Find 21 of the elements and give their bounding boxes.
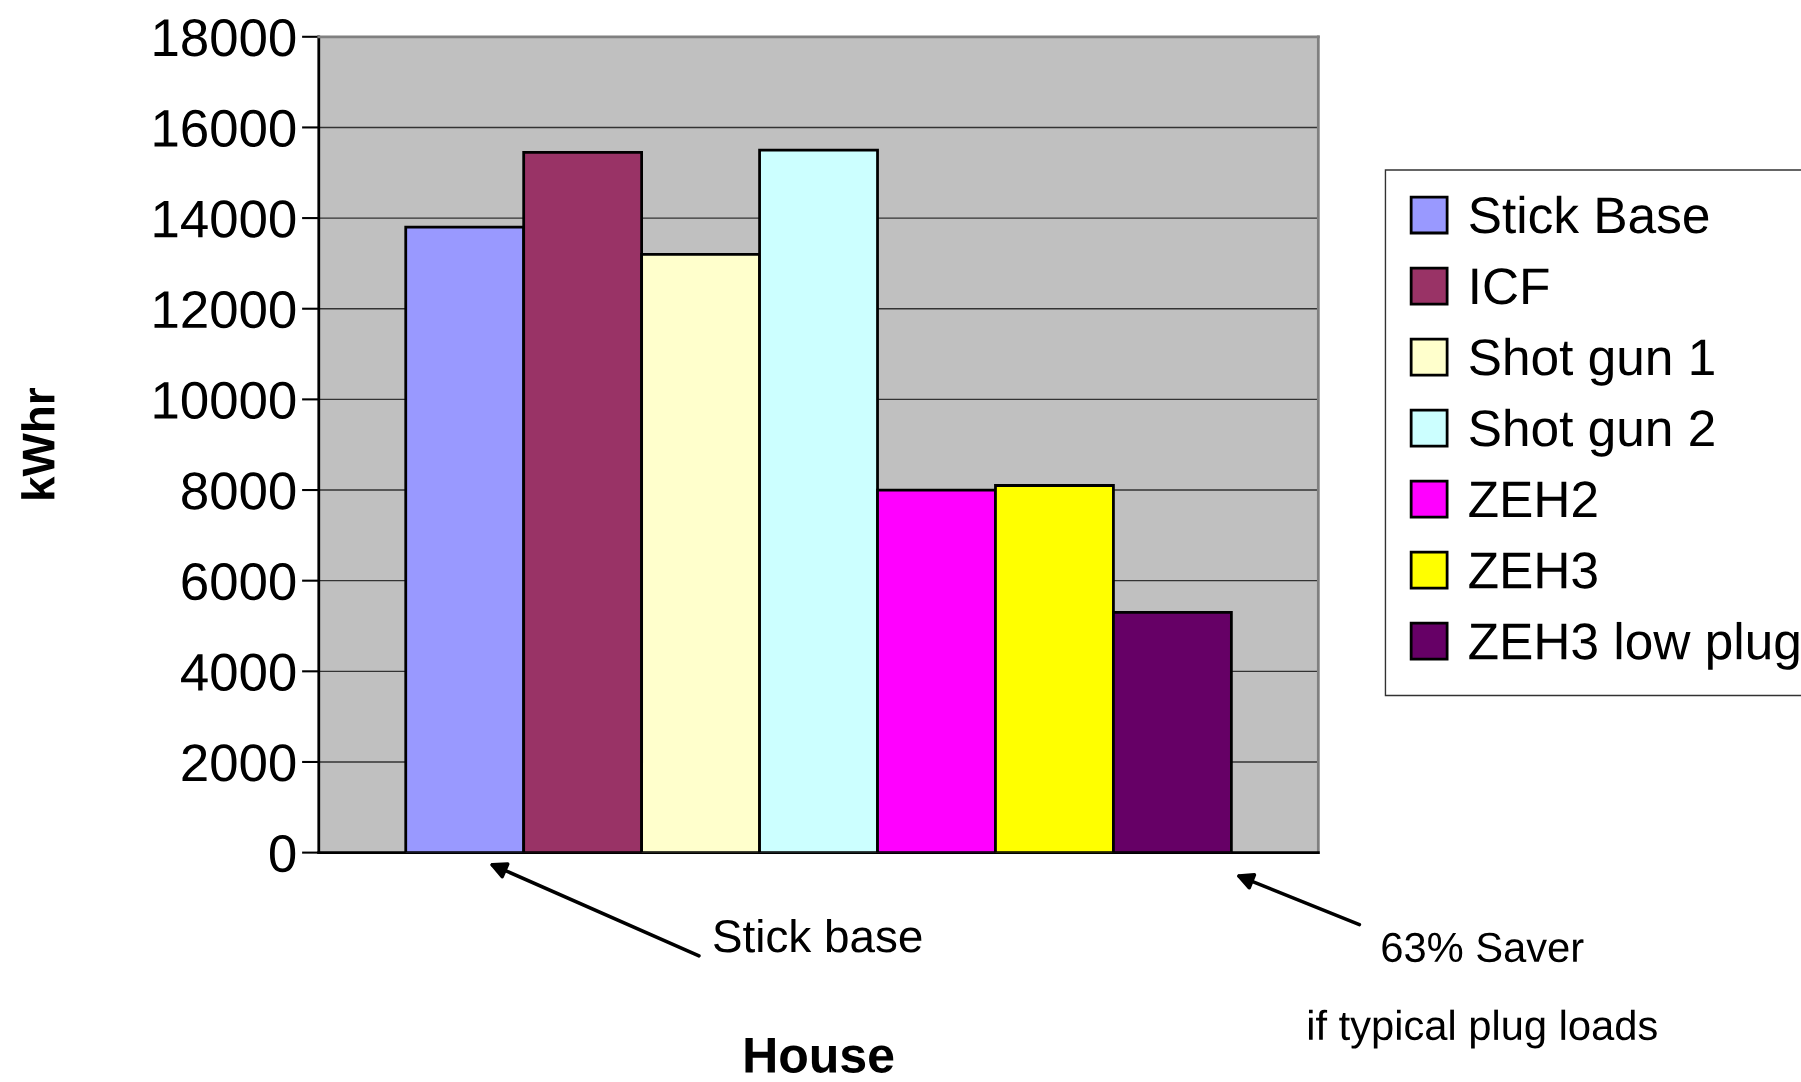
legend-label: ZEH3 low plug: [1469, 621, 1799, 670]
legend-label: Shot gun 2: [1470, 408, 1714, 457]
legend-label: ICF: [1472, 268, 1549, 305]
y-tick-label: 6000: [182, 562, 296, 601]
y-tick-label: 16000: [154, 109, 296, 148]
legend-label: Stick Base: [1470, 195, 1709, 234]
y-tick-label: 2000: [182, 744, 296, 782]
text: Stick base: [714, 918, 922, 953]
y-tick-label: 8000: [182, 472, 296, 510]
legend-label: Shot gun 1: [1470, 337, 1714, 386]
y-tick-label: 12000: [154, 291, 296, 329]
y-tick-label: 14000: [154, 200, 296, 238]
text: 63% Saver if typical plug loads: [1308, 932, 1657, 1049]
legend-label: ZEH3: [1469, 552, 1597, 589]
y-tick-label: 10000: [154, 381, 296, 420]
y-axis-title: kWhr: [21, 388, 55, 499]
y-tick-label: 0: [269, 834, 296, 873]
y-tick-label: 4000: [181, 653, 296, 691]
legend-label: ZEH2: [1469, 481, 1597, 518]
x-axis-title: House: [745, 1038, 894, 1073]
y-tick-label: 18000: [154, 19, 296, 57]
